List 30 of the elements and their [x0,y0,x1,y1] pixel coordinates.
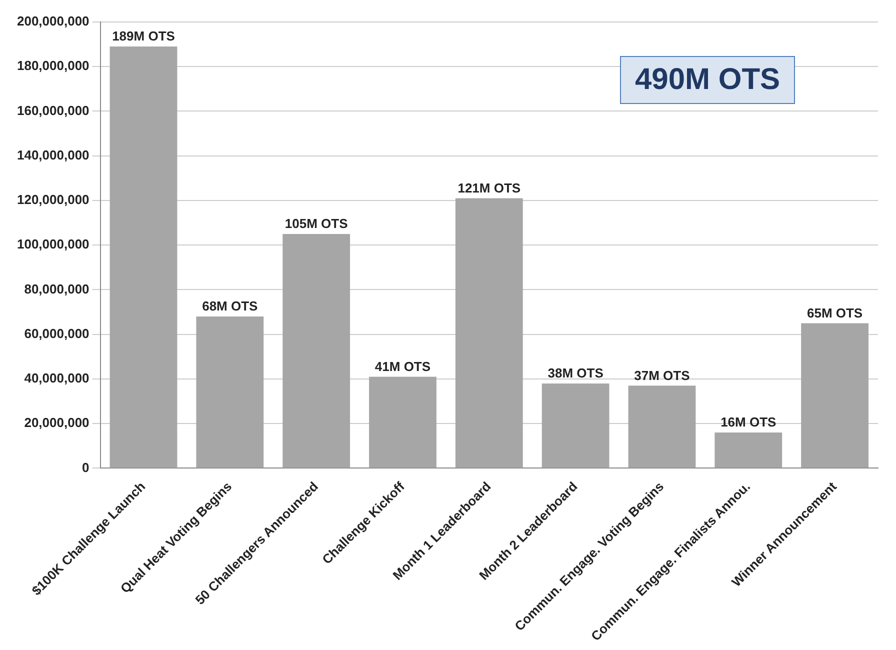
data-label: 68M OTS [202,298,258,314]
y-tick-label: 100,000,000 [16,236,90,252]
y-tick-label: 180,000,000 [16,58,90,74]
y-tick-label: 200,000,000 [16,14,90,29]
data-label: 65M OTS [806,305,863,320]
bar [714,432,782,468]
annotation: 490M OTS [620,56,796,104]
y-tick-label: 20,000,000 [24,415,90,430]
data-label: 121M OTS [458,180,521,196]
y-tick-label: 0 [82,460,90,475]
bar [801,323,868,468]
y-tick-label: 160,000,000 [16,102,90,118]
bar [110,46,178,468]
y-tick-label: 80,000,000 [24,281,90,296]
data-label: 105M OTS [284,216,348,232]
y-tick-label: 120,000,000 [16,192,90,208]
data-label: 189M OTS [112,28,176,44]
bar [628,386,696,468]
data-label: 38M OTS [548,366,604,381]
data-label: 16M OTS [720,414,777,430]
data-label: 41M OTS [374,358,431,374]
bar [369,376,436,468]
bar [455,198,523,468]
y-tick-label: 40,000,000 [24,370,90,386]
data-label: 37M OTS [634,368,690,383]
bar [196,316,264,468]
y-tick-label: 60,000,000 [24,326,90,341]
y-tick-label: 140,000,000 [16,147,90,162]
bar [282,234,350,468]
bar [542,383,610,468]
